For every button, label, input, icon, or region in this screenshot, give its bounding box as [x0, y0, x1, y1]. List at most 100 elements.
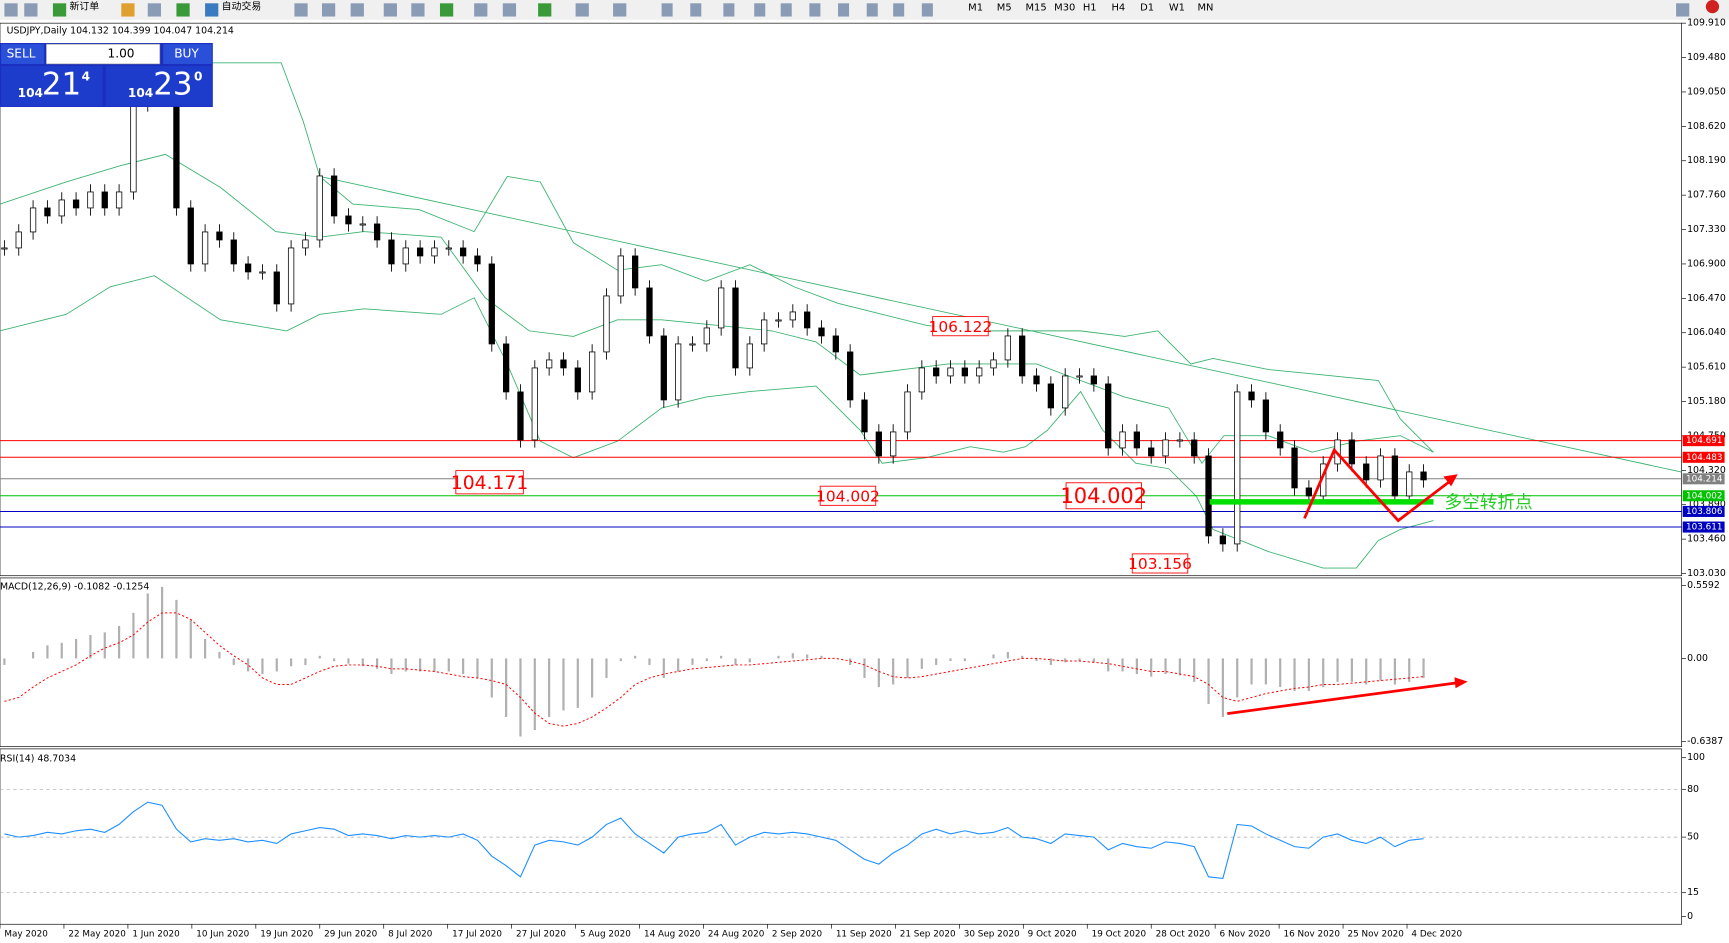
icon[interactable] [411, 3, 425, 17]
icon[interactable] [866, 3, 878, 17]
icon[interactable] [383, 3, 397, 17]
timeframe-button[interactable]: W1 [1169, 3, 1185, 14]
icon[interactable] [52, 3, 67, 17]
icon[interactable] [723, 3, 735, 17]
level-label: 104.483 [1686, 453, 1722, 463]
timeframe-button[interactable]: M30 [1054, 3, 1075, 14]
icon[interactable] [754, 3, 766, 17]
y-tick-label: 0.00 [1687, 653, 1708, 664]
candle-body [1377, 455, 1384, 481]
y-tick-label: 0 [1687, 911, 1693, 922]
candle-body [1191, 439, 1198, 457]
level-label: 104.691 [1686, 436, 1722, 446]
lot-input[interactable] [46, 43, 161, 65]
auto-trade-button[interactable]: 自动交易 [222, 0, 262, 13]
x-tick-label: 27 Jul 2020 [516, 930, 566, 940]
x-tick-label: 19 Jun 2020 [260, 930, 313, 940]
buy-label: BUY [174, 47, 199, 61]
icon[interactable] [474, 3, 488, 17]
icon[interactable] [538, 3, 552, 17]
rsi-pane [0, 748, 1682, 925]
candle-body [330, 175, 338, 217]
x-tick-label: 16 Nov 2020 [1284, 930, 1341, 940]
icon[interactable] [809, 3, 821, 17]
buy-button[interactable] [163, 44, 212, 64]
candle-body [746, 343, 753, 369]
candle-body [15, 231, 22, 249]
candle-body [58, 199, 65, 217]
icon[interactable] [294, 3, 308, 17]
buy-price-big: 104 [128, 86, 153, 100]
icon[interactable] [321, 3, 336, 17]
candle-body [1133, 431, 1141, 449]
icon[interactable] [893, 3, 905, 17]
sell-button[interactable] [1, 44, 45, 64]
new-order-button[interactable]: 新订单 [69, 0, 99, 13]
icon[interactable] [205, 3, 219, 17]
y-tick-label: 108.620 [1687, 121, 1726, 132]
level-box [1682, 473, 1725, 485]
icon[interactable] [4, 3, 18, 17]
candle-body [488, 263, 495, 345]
alert-badge[interactable] [1705, 0, 1720, 14]
candle-body [646, 287, 653, 337]
icon[interactable] [350, 3, 364, 17]
icon[interactable] [439, 3, 454, 17]
icon[interactable] [613, 3, 627, 17]
candle-body [775, 319, 782, 322]
candle-body [804, 311, 811, 329]
icon[interactable] [661, 3, 673, 17]
icon[interactable] [121, 3, 135, 17]
timeframe-button[interactable]: MN [1198, 3, 1214, 14]
band-lower [0, 275, 1434, 569]
y-tick-label: 109.050 [1687, 86, 1726, 97]
icon[interactable] [921, 3, 933, 17]
candle-body [359, 223, 366, 226]
icon[interactable] [147, 3, 161, 17]
icon[interactable] [502, 3, 517, 17]
sell-price-box[interactable] [1, 66, 103, 106]
icon[interactable] [1676, 3, 1690, 17]
candle-body [632, 255, 639, 289]
timeframe-button[interactable]: M15 [1025, 3, 1046, 14]
rsi-chart: 0 15 50 80 100 [0, 752, 1705, 922]
annotation-label: 103.156 [1128, 555, 1192, 573]
timeframe-button[interactable]: M5 [997, 3, 1012, 14]
symbol-title: USDJPY,Daily 104.132 104.399 104.047 104… [7, 25, 234, 36]
candle-body [187, 207, 194, 265]
annotation-box [455, 470, 524, 495]
icon[interactable] [838, 3, 850, 17]
icon[interactable] [780, 3, 792, 17]
timeframe-button[interactable]: M1 [968, 3, 983, 14]
y-tick-label: 106.470 [1687, 293, 1726, 304]
timeframe-button[interactable]: H4 [1112, 3, 1126, 14]
candle-body [847, 351, 854, 401]
level-box [1682, 435, 1725, 447]
icon[interactable] [24, 3, 38, 17]
candle-body [302, 239, 309, 249]
macd-signal-line [4, 612, 1424, 727]
candle-body [388, 239, 395, 265]
trade-panel: SELL 1.00 BUY 104 21 4 104 23 0 [0, 43, 213, 107]
candle-body [87, 191, 94, 209]
icon[interactable] [575, 3, 589, 17]
trend-line [319, 176, 1682, 473]
icon[interactable] [176, 3, 190, 17]
annotation-label: 104.171 [451, 473, 528, 494]
y-tick-label: 105.610 [1687, 362, 1726, 373]
buy-price-box[interactable] [105, 66, 212, 106]
y-tick-label: 106.040 [1687, 327, 1726, 338]
candle-body [1305, 487, 1313, 497]
timeframe-button[interactable]: H1 [1083, 3, 1097, 14]
candle-body [1033, 375, 1040, 385]
candle-body [216, 231, 223, 241]
candle-body [115, 191, 123, 209]
candle-body [574, 367, 581, 393]
timeframe-button[interactable]: D1 [1140, 3, 1154, 14]
icon[interactable] [690, 3, 702, 17]
candle-body [44, 207, 51, 217]
candle-body [445, 247, 452, 250]
x-tick-label: 2 Sep 2020 [772, 930, 823, 940]
y-tick-label: 108.190 [1687, 155, 1726, 166]
candle-body [789, 311, 796, 321]
